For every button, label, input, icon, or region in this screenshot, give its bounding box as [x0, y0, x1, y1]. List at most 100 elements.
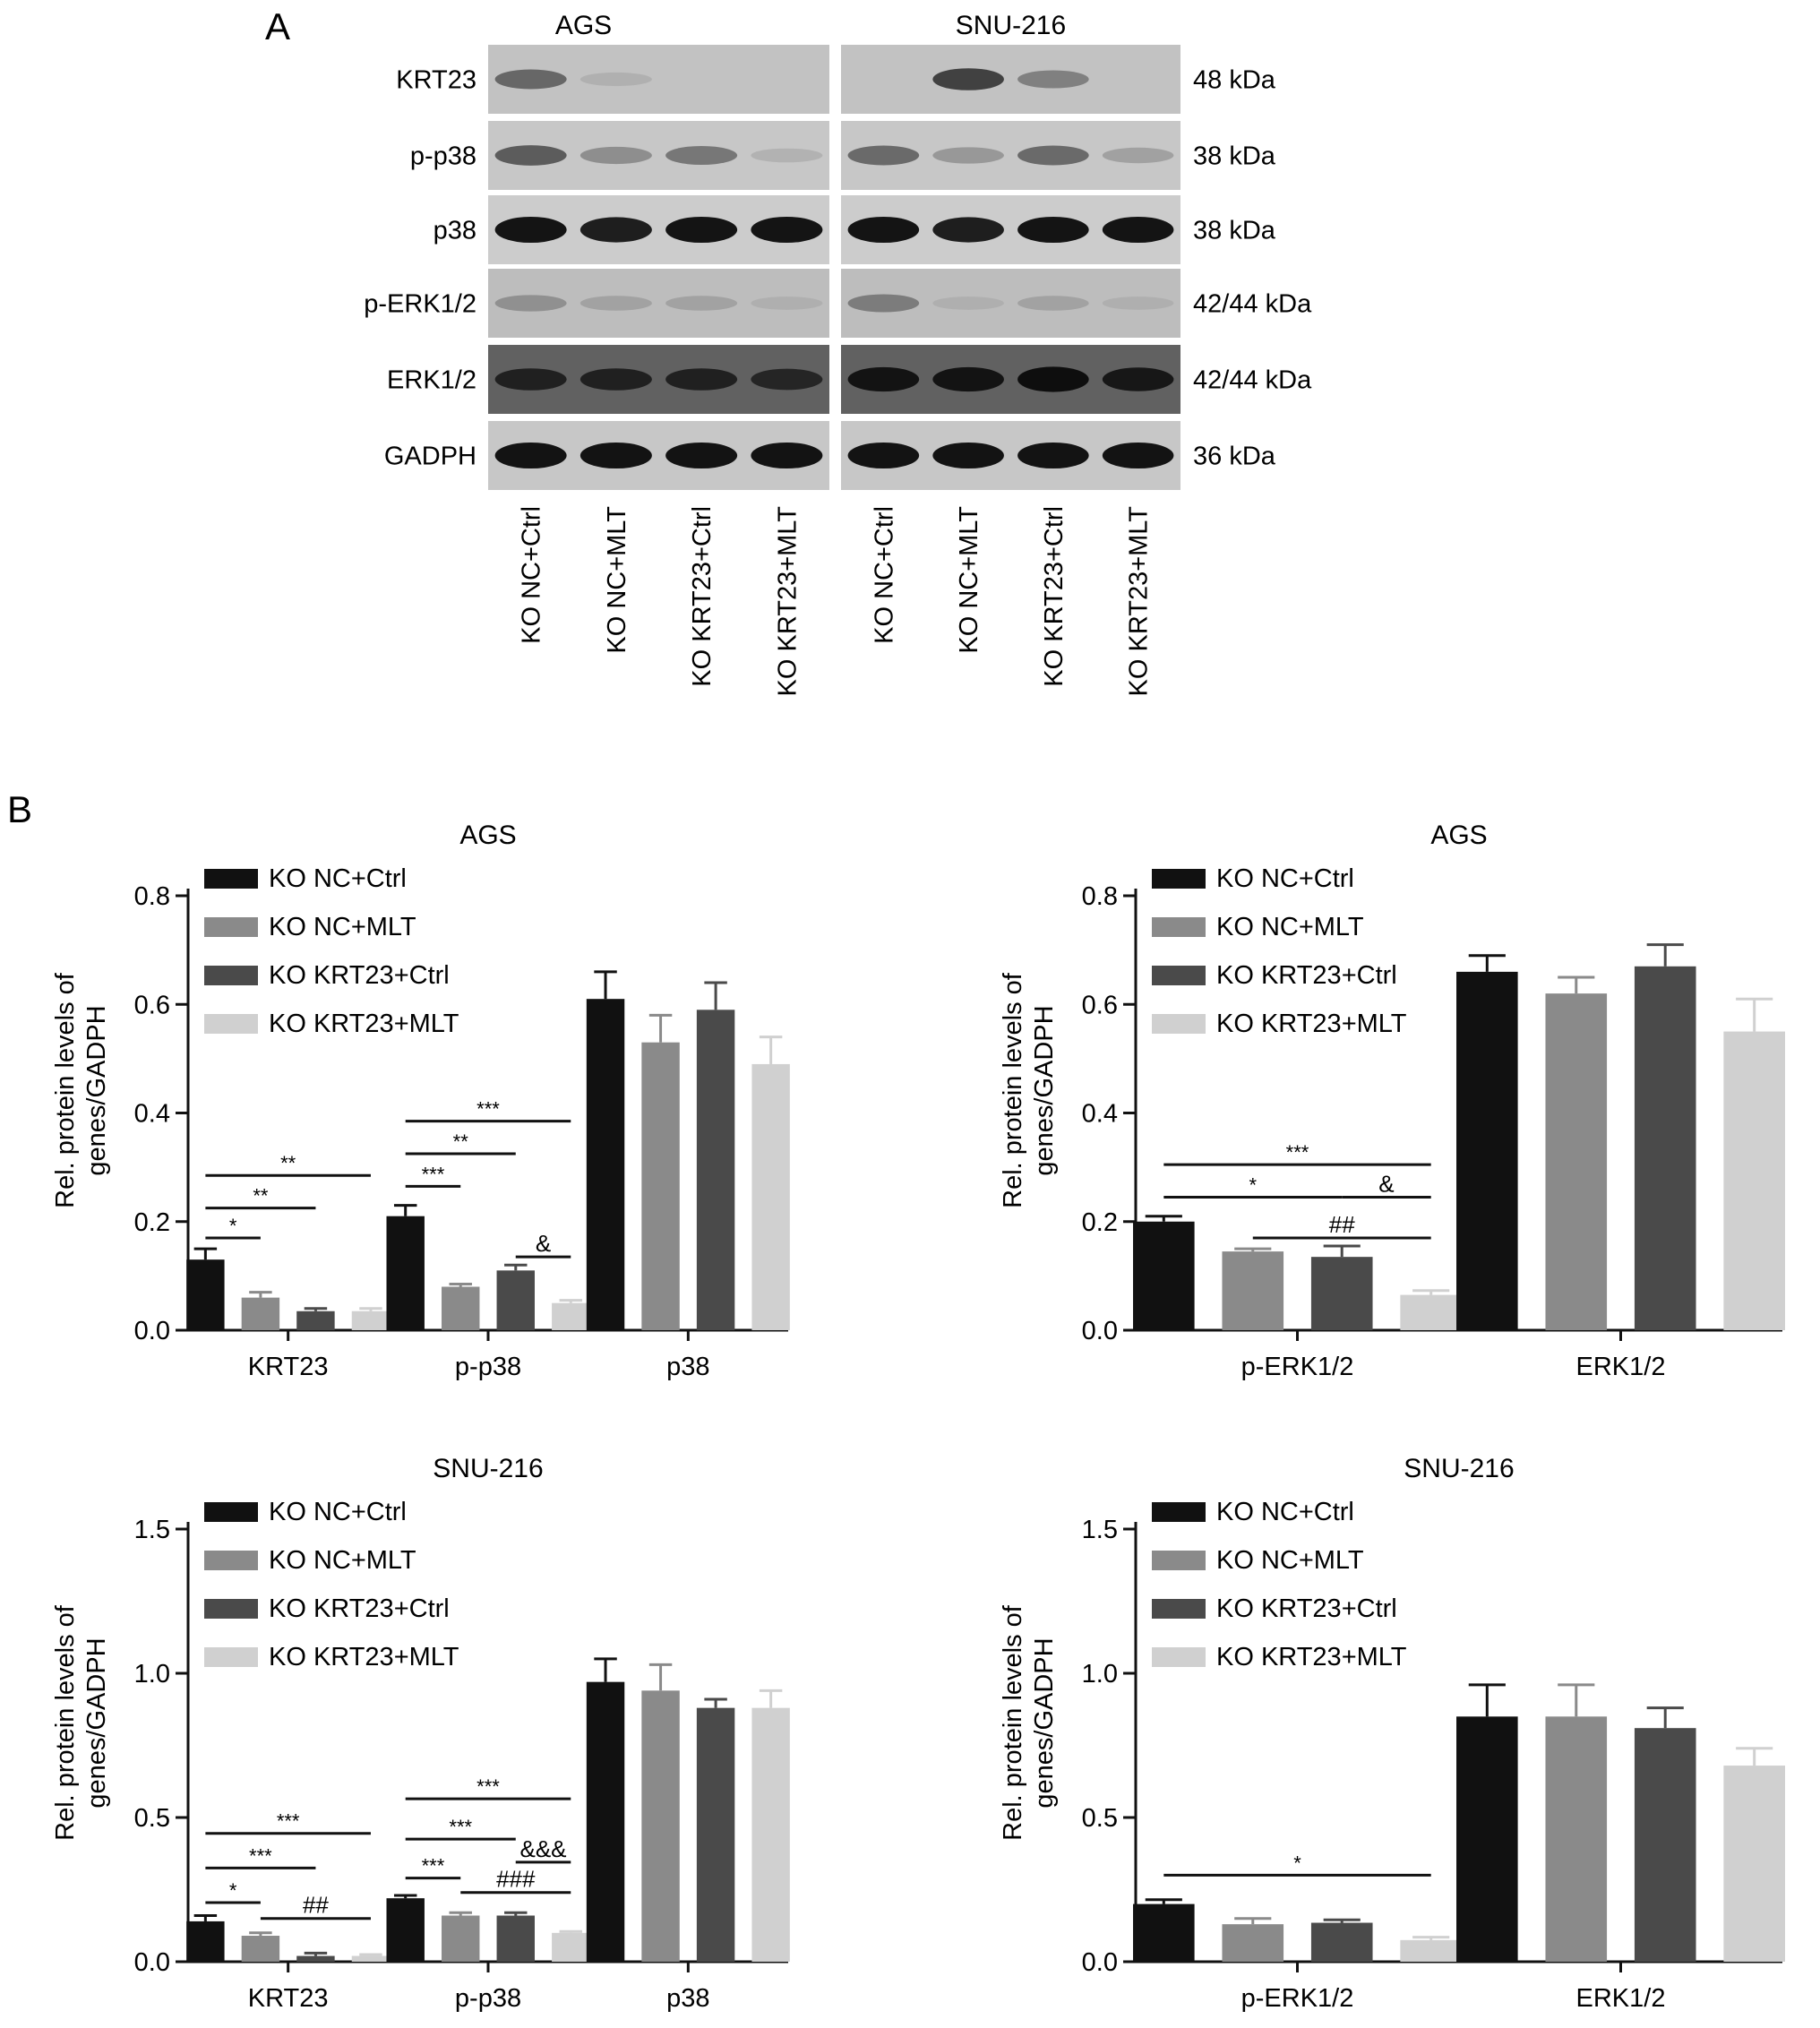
- legend-swatch: [1152, 917, 1206, 937]
- legend-swatch: [204, 917, 258, 937]
- blot-band: [665, 442, 738, 469]
- y-axis-label: Rel. protein levels of genes/GADPH: [51, 1604, 111, 1841]
- y-axis-label: Rel. protein levels of genes/GADPH: [999, 972, 1059, 1208]
- panel-a-label: A: [265, 5, 290, 47]
- bar: [1400, 1939, 1462, 1962]
- lane-label: KO NC+MLT: [955, 506, 983, 654]
- bar: [1133, 1903, 1195, 1962]
- bar: [1723, 1766, 1785, 1962]
- significance-mark: &: [536, 1230, 551, 1257]
- legend-label: KO NC+MLT: [269, 1546, 416, 1575]
- legend-label: KO KRT23+MLT: [1216, 1643, 1407, 1671]
- y-tick-label: 0.8: [134, 882, 170, 911]
- bar: [442, 1915, 480, 1962]
- bar: [1310, 1922, 1373, 1962]
- legend-label: KO NC+Ctrl: [1216, 864, 1354, 893]
- blot-band: [579, 296, 652, 311]
- cell-line-ags: AGS: [555, 11, 612, 40]
- y-axis-label-line: Rel. protein levels of: [999, 1604, 1027, 1841]
- blot-band: [1017, 145, 1089, 166]
- blot-band: [579, 442, 652, 469]
- blot-kda-label: 42/44 kDa: [1193, 366, 1312, 395]
- bar: [1456, 971, 1518, 1330]
- bar: [1456, 1716, 1518, 1962]
- legend-swatch: [1152, 1551, 1206, 1570]
- bar: [1222, 1924, 1284, 1962]
- chart-title: SNU-216: [1404, 1454, 1514, 1483]
- bar: [351, 1310, 391, 1330]
- significance-mark: ***: [1286, 1141, 1309, 1164]
- legend-label: KO NC+Ctrl: [1216, 1498, 1354, 1526]
- bar: [586, 1681, 625, 1962]
- chart-0: AGS 0.0 0.2 0.4 0.6 0.8 Rel. protein levels of…: [51, 821, 790, 1381]
- blot-band: [494, 216, 567, 244]
- legend-label: KO NC+MLT: [1216, 913, 1364, 941]
- blot-kda-label: 42/44 kDa: [1193, 290, 1312, 319]
- blot-band: [665, 296, 738, 311]
- bar: [1634, 966, 1696, 1330]
- blot-kda-label: 48 kDa: [1193, 66, 1276, 95]
- blot-band: [751, 216, 823, 244]
- bar: [442, 1286, 480, 1330]
- legend-label: KO NC+MLT: [1216, 1546, 1364, 1575]
- blot-band: [579, 72, 652, 87]
- blot-kda-label: 36 kDa: [1193, 443, 1276, 471]
- lane-label: KO KRT23+Ctrl: [1040, 506, 1069, 687]
- y-axis-label-line: genes/GADPH: [82, 1637, 111, 1808]
- y-tick-label: 0.0: [134, 1317, 170, 1345]
- y-axis-label-line: Rel. protein levels of: [51, 1604, 80, 1841]
- bar: [1310, 1257, 1373, 1330]
- bar: [1545, 993, 1608, 1330]
- significance-mark: ***: [449, 1816, 472, 1838]
- lane-label: KO KRT23+Ctrl: [688, 506, 717, 687]
- x-tick-label: ERK1/2: [1576, 1984, 1666, 2013]
- blot-row-label: ERK1/2: [387, 366, 476, 395]
- y-tick-label: 0.0: [1082, 1948, 1118, 1977]
- y-tick-label: 0.5: [134, 1804, 170, 1833]
- blot-band: [847, 216, 920, 244]
- bar: [552, 1302, 590, 1330]
- blot-band: [1102, 147, 1174, 164]
- legend-swatch: [204, 1599, 258, 1619]
- bar: [1400, 1294, 1462, 1330]
- legend-label: KO KRT23+MLT: [269, 1643, 459, 1671]
- blot-band: [847, 294, 920, 313]
- blot-band: [494, 145, 567, 166]
- blot-band: [665, 216, 738, 244]
- legend-swatch: [1152, 1599, 1206, 1619]
- significance-mark: **: [280, 1152, 296, 1174]
- chart-1: AGS 0.0 0.2 0.4 0.6 0.8 Rel. protein levels of…: [999, 821, 1785, 1381]
- blot-band: [1017, 296, 1089, 311]
- legend-swatch: [1152, 1647, 1206, 1667]
- chart-title: AGS: [1430, 821, 1487, 850]
- blot-band: [1102, 216, 1174, 244]
- significance-mark: ###: [496, 1866, 536, 1893]
- bar: [1634, 1728, 1696, 1962]
- legend-label: KO NC+MLT: [269, 913, 416, 941]
- y-tick-label: 0.2: [134, 1208, 170, 1237]
- bar: [751, 1707, 790, 1962]
- bar: [241, 1297, 280, 1330]
- x-tick-label: p-p38: [455, 1984, 521, 2013]
- legend-label: KO KRT23+Ctrl: [269, 961, 450, 990]
- legend-swatch: [204, 869, 258, 889]
- blot-band: [579, 146, 652, 165]
- legend-label: KO KRT23+Ctrl: [1216, 961, 1397, 990]
- western-blot-panel: A AGS SNU-216 KRT23 48 kDa p-p38 38 kDa p38 38 k…: [265, 5, 1312, 696]
- significance-mark: &&&: [520, 1835, 567, 1862]
- bar: [496, 1915, 535, 1962]
- y-tick-label: 1.5: [1082, 1516, 1118, 1544]
- blot-band: [494, 442, 567, 469]
- significance-mark: *: [1249, 1173, 1257, 1196]
- blot-kda-label: 38 kDa: [1193, 217, 1276, 245]
- significance-mark: **: [453, 1130, 469, 1153]
- significance-mark: ***: [422, 1163, 445, 1185]
- significance-mark: *: [229, 1215, 237, 1237]
- legend-swatch: [1152, 1502, 1206, 1522]
- significance-mark: ***: [422, 1855, 445, 1878]
- legend-swatch: [204, 966, 258, 985]
- lane-label: KO KRT23+MLT: [1125, 506, 1154, 697]
- y-axis-label-line: genes/GADPH: [1030, 1005, 1059, 1175]
- y-tick-label: 0.4: [134, 1100, 170, 1129]
